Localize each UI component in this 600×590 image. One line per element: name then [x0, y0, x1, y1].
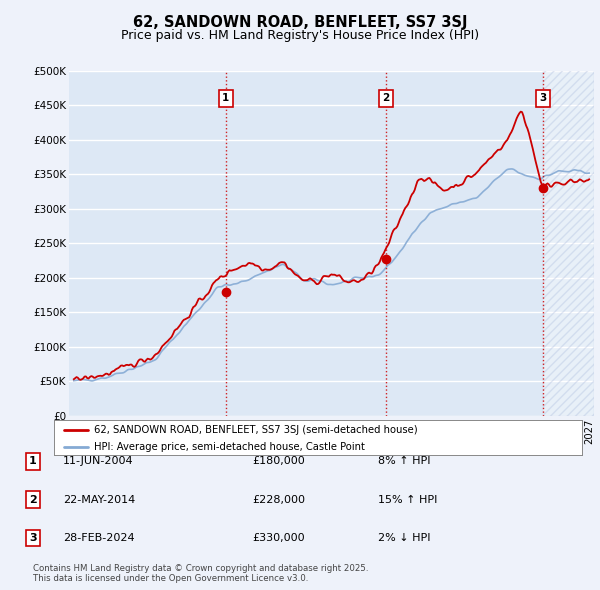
Text: 2: 2 [382, 93, 389, 103]
Text: £330,000: £330,000 [252, 533, 305, 543]
Text: 1: 1 [222, 93, 229, 103]
Text: 3: 3 [29, 533, 37, 543]
Text: 28-FEB-2024: 28-FEB-2024 [63, 533, 134, 543]
Text: £180,000: £180,000 [252, 457, 305, 466]
Text: 62, SANDOWN ROAD, BENFLEET, SS7 3SJ: 62, SANDOWN ROAD, BENFLEET, SS7 3SJ [133, 15, 467, 30]
Text: 3: 3 [540, 93, 547, 103]
Text: 2: 2 [29, 495, 37, 504]
Text: 11-JUN-2004: 11-JUN-2004 [63, 457, 134, 466]
Text: 62, SANDOWN ROAD, BENFLEET, SS7 3SJ (semi-detached house): 62, SANDOWN ROAD, BENFLEET, SS7 3SJ (sem… [94, 425, 417, 435]
Text: 2% ↓ HPI: 2% ↓ HPI [378, 533, 431, 543]
Text: 1: 1 [29, 457, 37, 466]
Bar [544, 71, 594, 416]
Text: £228,000: £228,000 [252, 495, 305, 504]
Text: Contains HM Land Registry data © Crown copyright and database right 2025.
This d: Contains HM Land Registry data © Crown c… [33, 563, 368, 583]
Text: HPI: Average price, semi-detached house, Castle Point: HPI: Average price, semi-detached house,… [94, 442, 364, 451]
Text: 8% ↑ HPI: 8% ↑ HPI [378, 457, 431, 466]
Text: 15% ↑ HPI: 15% ↑ HPI [378, 495, 437, 504]
Text: 22-MAY-2014: 22-MAY-2014 [63, 495, 135, 504]
Text: Price paid vs. HM Land Registry's House Price Index (HPI): Price paid vs. HM Land Registry's House … [121, 30, 479, 42]
